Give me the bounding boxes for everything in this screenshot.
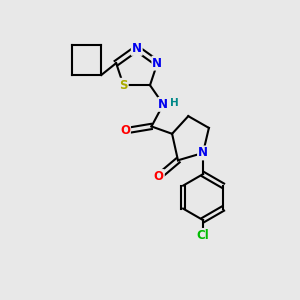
Text: N: N xyxy=(158,98,168,111)
Text: H: H xyxy=(170,98,179,108)
Text: O: O xyxy=(120,124,130,137)
Text: N: N xyxy=(198,146,208,159)
Text: N: N xyxy=(132,42,142,55)
Text: Cl: Cl xyxy=(196,229,209,242)
Text: S: S xyxy=(119,79,128,92)
Text: N: N xyxy=(152,57,162,70)
Text: O: O xyxy=(154,170,164,183)
